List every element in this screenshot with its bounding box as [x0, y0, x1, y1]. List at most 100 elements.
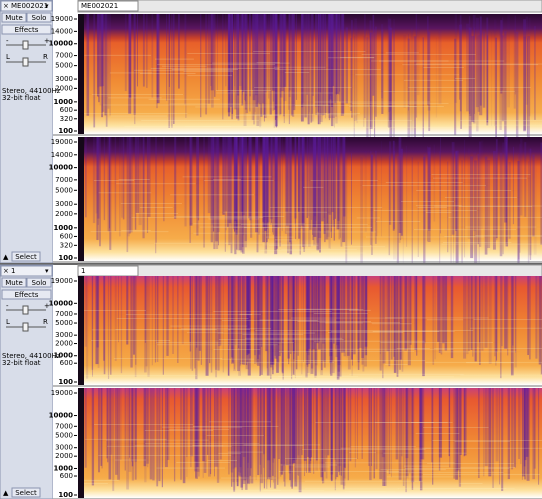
- streak: [495, 139, 498, 239]
- streak: [126, 388, 129, 490]
- streak: [306, 276, 309, 367]
- streak: [272, 388, 276, 459]
- streak: [482, 31, 486, 108]
- effects-button-label: Effects: [15, 291, 39, 299]
- streak: [535, 276, 538, 359]
- streak: [262, 14, 264, 104]
- streak: [416, 22, 420, 96]
- streak: [319, 14, 322, 115]
- streak: [484, 276, 488, 348]
- streak: [374, 26, 377, 117]
- streak: [402, 388, 405, 487]
- select-button[interactable]: [11, 487, 41, 498]
- select-button[interactable]: [11, 251, 41, 262]
- streak: [288, 14, 290, 125]
- streak: [241, 137, 244, 248]
- ruler-label: 14000: [51, 151, 73, 159]
- harmonic-line: [265, 236, 294, 238]
- streak: [122, 137, 125, 220]
- streak: [242, 137, 245, 254]
- pan-right: R: [43, 318, 48, 326]
- streak: [134, 388, 137, 480]
- harmonic-line: [254, 87, 352, 88]
- harmonic-line: [415, 433, 460, 434]
- streak: [195, 388, 197, 478]
- harmonic-line: [139, 207, 173, 208]
- streak: [438, 30, 442, 105]
- streak: [300, 137, 304, 229]
- spectrogram-streaks: [84, 137, 542, 278]
- streak: [255, 137, 258, 219]
- streak: [298, 388, 300, 476]
- mute-button[interactable]: [1, 12, 27, 23]
- streak: [408, 33, 409, 111]
- gain-slider-thumb[interactable]: [22, 40, 29, 50]
- streak: [277, 388, 279, 485]
- streak: [301, 137, 304, 226]
- streak: [413, 36, 417, 137]
- streak: [130, 276, 133, 368]
- harmonic-line: [193, 232, 271, 234]
- harmonic-line: [345, 330, 474, 332]
- streak: [274, 137, 278, 255]
- streak: [334, 388, 336, 460]
- select-button-label: Select: [15, 253, 37, 261]
- streak: [324, 137, 326, 243]
- streak: [341, 276, 344, 353]
- streak: [270, 388, 271, 488]
- effects-button[interactable]: [1, 289, 52, 300]
- ruler-label: 3000: [55, 200, 73, 208]
- streak: [288, 276, 290, 365]
- streak: [238, 14, 242, 87]
- gain-slider-thumb[interactable]: [22, 305, 29, 315]
- harmonic-line: [228, 329, 251, 330]
- streak: [263, 14, 265, 122]
- streak: [267, 137, 269, 224]
- harmonic-line: [385, 317, 489, 319]
- streak: [330, 276, 333, 357]
- solo-button[interactable]: [26, 277, 52, 288]
- streak: [342, 388, 346, 486]
- streak: [325, 388, 328, 479]
- streak: [316, 137, 320, 243]
- streak: [246, 388, 250, 484]
- streak: [464, 139, 466, 258]
- streak: [317, 14, 319, 112]
- streak: [145, 276, 148, 367]
- streak: [315, 388, 318, 461]
- solo-button[interactable]: [26, 12, 52, 23]
- streak: [91, 388, 95, 486]
- streak: [242, 137, 244, 220]
- streak: [307, 276, 311, 349]
- track-title-bar[interactable]: [0, 265, 53, 277]
- streak: [239, 388, 242, 468]
- streak: [117, 388, 121, 480]
- streak: [289, 137, 291, 243]
- pan-slider-thumb[interactable]: [22, 322, 29, 332]
- ruler-label: 2000: [55, 452, 73, 460]
- mute-button[interactable]: [1, 277, 27, 288]
- streak: [115, 388, 118, 475]
- harmonic-line: [240, 362, 335, 363]
- streak: [120, 276, 123, 374]
- streak: [197, 137, 200, 221]
- streak: [460, 24, 462, 129]
- streak: [267, 388, 271, 461]
- harmonic-line: [91, 340, 171, 341]
- streak: [237, 14, 240, 121]
- pan-slider-thumb[interactable]: [22, 57, 29, 67]
- track-title-bar[interactable]: [0, 0, 53, 12]
- streak: [92, 137, 96, 224]
- gain-plus: +: [44, 302, 50, 310]
- streak: [191, 276, 194, 371]
- streak: [97, 137, 100, 219]
- streak: [236, 137, 238, 250]
- streak: [156, 14, 158, 109]
- streak: [395, 276, 399, 360]
- effects-button[interactable]: [1, 24, 52, 35]
- streak: [317, 14, 320, 107]
- streak: [269, 14, 272, 115]
- streak: [273, 14, 276, 110]
- streak: [107, 276, 110, 380]
- streak: [183, 14, 187, 105]
